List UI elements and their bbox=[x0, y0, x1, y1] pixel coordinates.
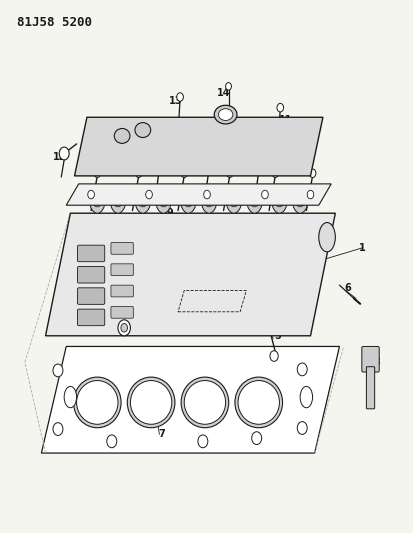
Ellipse shape bbox=[237, 381, 279, 424]
FancyBboxPatch shape bbox=[77, 288, 104, 304]
Circle shape bbox=[88, 190, 94, 199]
Circle shape bbox=[297, 363, 306, 376]
Ellipse shape bbox=[180, 187, 196, 213]
Circle shape bbox=[249, 193, 259, 207]
Ellipse shape bbox=[271, 187, 287, 213]
Circle shape bbox=[309, 169, 315, 177]
Circle shape bbox=[159, 140, 165, 148]
Circle shape bbox=[145, 190, 152, 199]
Ellipse shape bbox=[184, 381, 225, 424]
Ellipse shape bbox=[181, 377, 228, 427]
Ellipse shape bbox=[214, 106, 236, 124]
Circle shape bbox=[203, 190, 210, 199]
FancyBboxPatch shape bbox=[111, 264, 133, 276]
Circle shape bbox=[121, 324, 127, 332]
Text: 17: 17 bbox=[132, 131, 145, 141]
Circle shape bbox=[107, 435, 116, 448]
Circle shape bbox=[197, 435, 207, 448]
Ellipse shape bbox=[64, 386, 76, 408]
Circle shape bbox=[135, 169, 142, 177]
Circle shape bbox=[251, 432, 261, 445]
Circle shape bbox=[53, 364, 63, 377]
Ellipse shape bbox=[114, 128, 130, 143]
FancyBboxPatch shape bbox=[361, 346, 378, 372]
Ellipse shape bbox=[76, 381, 118, 424]
Text: 13: 13 bbox=[169, 96, 182, 106]
Circle shape bbox=[294, 193, 305, 207]
Circle shape bbox=[176, 93, 183, 101]
Circle shape bbox=[112, 193, 123, 207]
Circle shape bbox=[137, 193, 148, 207]
Circle shape bbox=[158, 193, 169, 207]
Circle shape bbox=[59, 147, 69, 160]
Circle shape bbox=[271, 169, 278, 177]
FancyBboxPatch shape bbox=[111, 285, 133, 297]
FancyBboxPatch shape bbox=[77, 266, 104, 283]
Circle shape bbox=[225, 83, 231, 90]
Ellipse shape bbox=[292, 187, 307, 213]
Ellipse shape bbox=[135, 123, 150, 138]
FancyBboxPatch shape bbox=[366, 367, 374, 409]
Circle shape bbox=[273, 193, 284, 207]
Circle shape bbox=[306, 190, 313, 199]
Text: 14: 14 bbox=[216, 88, 230, 98]
Text: 16: 16 bbox=[111, 134, 124, 143]
Text: 11: 11 bbox=[278, 115, 292, 125]
Circle shape bbox=[276, 103, 283, 112]
Ellipse shape bbox=[135, 187, 150, 213]
Circle shape bbox=[228, 193, 239, 207]
Ellipse shape bbox=[299, 386, 312, 408]
FancyBboxPatch shape bbox=[77, 245, 104, 262]
Ellipse shape bbox=[318, 222, 335, 252]
Text: 12: 12 bbox=[53, 152, 66, 162]
Text: 6: 6 bbox=[344, 283, 350, 293]
Text: 3: 3 bbox=[119, 318, 125, 327]
Text: 5: 5 bbox=[273, 331, 280, 341]
Ellipse shape bbox=[74, 377, 121, 427]
Text: 18: 18 bbox=[367, 358, 380, 367]
FancyBboxPatch shape bbox=[111, 243, 133, 254]
Text: 81J58 5200: 81J58 5200 bbox=[17, 16, 91, 29]
Polygon shape bbox=[66, 184, 330, 205]
Circle shape bbox=[226, 169, 233, 177]
Polygon shape bbox=[74, 117, 322, 176]
Ellipse shape bbox=[130, 381, 171, 424]
Text: 15: 15 bbox=[80, 192, 93, 202]
FancyBboxPatch shape bbox=[111, 306, 133, 318]
Circle shape bbox=[183, 193, 193, 207]
Ellipse shape bbox=[234, 377, 282, 427]
Text: 8: 8 bbox=[249, 195, 255, 205]
Text: 2: 2 bbox=[273, 278, 280, 287]
Circle shape bbox=[92, 193, 102, 207]
Text: 1: 1 bbox=[358, 243, 365, 253]
Ellipse shape bbox=[127, 377, 175, 427]
Circle shape bbox=[269, 351, 278, 361]
Ellipse shape bbox=[89, 187, 105, 213]
Circle shape bbox=[203, 193, 214, 207]
Ellipse shape bbox=[218, 109, 233, 120]
Ellipse shape bbox=[246, 187, 262, 213]
Ellipse shape bbox=[201, 187, 216, 213]
Circle shape bbox=[261, 190, 268, 199]
Text: 9: 9 bbox=[166, 208, 173, 218]
Circle shape bbox=[258, 143, 264, 150]
Polygon shape bbox=[45, 213, 335, 336]
Ellipse shape bbox=[225, 187, 241, 213]
Circle shape bbox=[297, 422, 306, 434]
Text: 7: 7 bbox=[158, 430, 164, 439]
Circle shape bbox=[53, 423, 63, 435]
Circle shape bbox=[209, 140, 214, 148]
Circle shape bbox=[180, 169, 187, 177]
Circle shape bbox=[94, 169, 100, 177]
Polygon shape bbox=[41, 346, 339, 453]
Text: 10: 10 bbox=[95, 238, 108, 247]
Ellipse shape bbox=[110, 187, 126, 213]
Ellipse shape bbox=[155, 187, 171, 213]
Text: 4: 4 bbox=[323, 227, 330, 237]
Circle shape bbox=[118, 320, 130, 336]
FancyBboxPatch shape bbox=[77, 309, 104, 326]
